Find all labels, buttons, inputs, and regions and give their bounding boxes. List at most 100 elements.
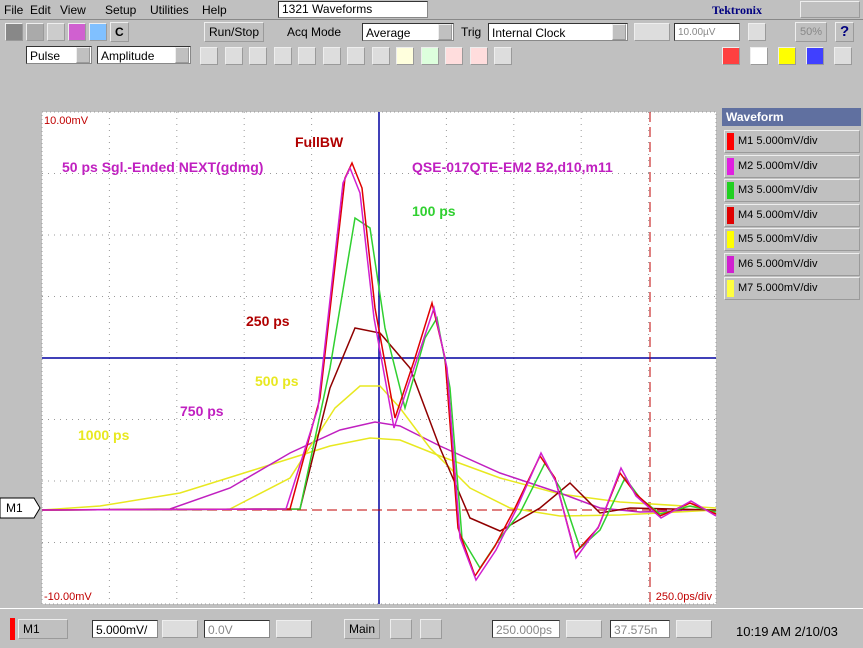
trace-1000ps — [41, 437, 717, 511]
view-icon[interactable] — [778, 47, 796, 65]
dropdown-arrow[interactable] — [76, 47, 90, 63]
view-icon[interactable] — [722, 47, 740, 65]
view-icon[interactable] — [834, 47, 852, 65]
spin-icon[interactable] — [566, 620, 602, 638]
waveform-swatch — [727, 133, 734, 150]
waveform-button[interactable] — [724, 130, 860, 153]
bottom-scale: -10.00mV — [44, 591, 92, 603]
scale-field[interactable]: 5.000mV/ — [92, 620, 158, 638]
slope-icon[interactable] — [634, 23, 670, 41]
menu-item[interactable]: Help — [202, 3, 227, 17]
trig-level[interactable]: 10.00µV — [674, 23, 740, 41]
annotation: 250 ps — [246, 313, 290, 329]
waveform-swatch — [727, 206, 734, 224]
annotation: 100 ps — [412, 203, 456, 219]
measure-icon[interactable] — [494, 47, 512, 65]
measure-icon[interactable] — [89, 23, 107, 41]
measure-icon[interactable] — [371, 47, 390, 65]
spin-icon[interactable] — [676, 620, 712, 638]
waveform-swatch — [727, 280, 734, 297]
measure-icon[interactable] — [469, 47, 488, 65]
clock: 10:19 AM 2/10/03 — [736, 624, 838, 639]
measure-icon[interactable] — [420, 47, 439, 65]
measure-icon[interactable] — [224, 47, 243, 65]
channel-swatch — [10, 618, 15, 640]
status-bar — [0, 608, 863, 648]
waveform-label: M7 5.000mV/div — [738, 282, 818, 294]
record-length-field[interactable]: 37.575n — [610, 620, 670, 638]
menu-item[interactable]: File — [4, 3, 24, 17]
zoom2-icon[interactable] — [420, 619, 442, 639]
record-field[interactable]: 1321 Waveforms — [278, 1, 428, 18]
acq-mode-select[interactable]: Average — [362, 23, 454, 41]
dropdown-arrow[interactable] — [438, 24, 452, 40]
measure-icon[interactable] — [322, 47, 341, 65]
offset-field[interactable]: 0.0V — [204, 620, 270, 638]
waveform-button[interactable] — [724, 228, 860, 251]
waveform-swatch — [727, 231, 734, 248]
help-button[interactable]: ? — [835, 22, 855, 42]
waveform-button[interactable] — [724, 154, 860, 178]
measure-icon[interactable] — [396, 47, 414, 65]
trig-select[interactable]: Internal Clock — [488, 23, 628, 41]
top-scale: 10.00mV — [44, 115, 89, 127]
trace-fullbw — [41, 161, 717, 578]
menu-item[interactable]: Setup — [105, 3, 137, 17]
annotation: 50 ps Sgl.-Ended NEXT(gdmg) — [62, 159, 263, 175]
panel-title: Waveform — [722, 108, 861, 126]
zoom1-icon[interactable] — [390, 619, 412, 639]
scope-display: 10.00mV -10.00mV 250.0ps/div M1 FullBW 50… — [0, 68, 720, 608]
measure-icon[interactable] — [273, 47, 292, 65]
waveform-label: M4 5.000mV/div — [738, 208, 818, 221]
timebase: 250.0ps/div — [656, 591, 713, 603]
waveform-label: M2 5.000mV/div — [738, 159, 818, 172]
window-buttons[interactable] — [800, 1, 860, 18]
measure-icon[interactable] — [200, 47, 218, 65]
waveform-button[interactable] — [724, 277, 860, 300]
waveform-swatch — [727, 157, 734, 175]
dropdown-arrow[interactable] — [175, 47, 189, 63]
trace-m2 — [41, 166, 717, 582]
waveform-button[interactable] — [724, 252, 860, 276]
trig-label: Trig — [461, 25, 482, 39]
measure-icon[interactable] — [298, 47, 316, 65]
measure-icon[interactable] — [445, 47, 463, 65]
percent-button[interactable]: 50% — [795, 22, 828, 42]
waveform-button[interactable] — [724, 179, 860, 202]
dropdown-arrow[interactable] — [612, 24, 626, 40]
spin-icon[interactable] — [162, 620, 198, 638]
measure-icon[interactable] — [347, 47, 365, 65]
annotation: 750 ps — [180, 403, 224, 419]
waveform-button[interactable] — [724, 203, 860, 227]
tools-icon[interactable] — [26, 23, 44, 41]
measure-type-select[interactable]: Pulse — [26, 46, 92, 64]
c-button[interactable]: C — [110, 22, 129, 42]
annotation: FullBW — [295, 134, 344, 150]
function-icon[interactable] — [47, 23, 65, 41]
waveform-label: M5 5.000mV/div — [738, 233, 818, 245]
waveform-icon[interactable] — [68, 23, 86, 41]
m1-marker[interactable] — [0, 497, 41, 519]
menu-item[interactable]: Utilities — [150, 3, 189, 17]
spin-icon[interactable] — [276, 620, 312, 638]
brand: Tektronix — [712, 3, 763, 17]
view-icon[interactable] — [806, 47, 824, 65]
print-icon[interactable] — [5, 23, 23, 41]
menu-item[interactable]: View — [60, 3, 86, 17]
measure-icon[interactable] — [249, 47, 267, 65]
view-button[interactable]: Main — [344, 619, 381, 639]
waveform-label: M1 5.000mV/div — [738, 135, 818, 147]
marker-label: M1 — [6, 501, 23, 515]
view-icon[interactable] — [750, 47, 768, 65]
measurement-select[interactable]: Amplitude — [97, 46, 191, 64]
spin-icon[interactable] — [748, 23, 766, 41]
menu-bar: File Edit View Setup Utilities Help — [0, 0, 863, 20]
annotation: 1000 ps — [78, 427, 130, 443]
position-field[interactable]: 250.000ps — [492, 620, 560, 638]
menu-item[interactable]: Edit — [30, 3, 51, 17]
waveform-label: M6 5.000mV/div — [738, 257, 818, 270]
channel-button[interactable]: M1 — [18, 619, 68, 639]
annotation: QSE-017QTE-EM2 B2,d10,m11 — [412, 159, 613, 175]
run-stop-button[interactable]: Run/Stop — [204, 22, 265, 42]
